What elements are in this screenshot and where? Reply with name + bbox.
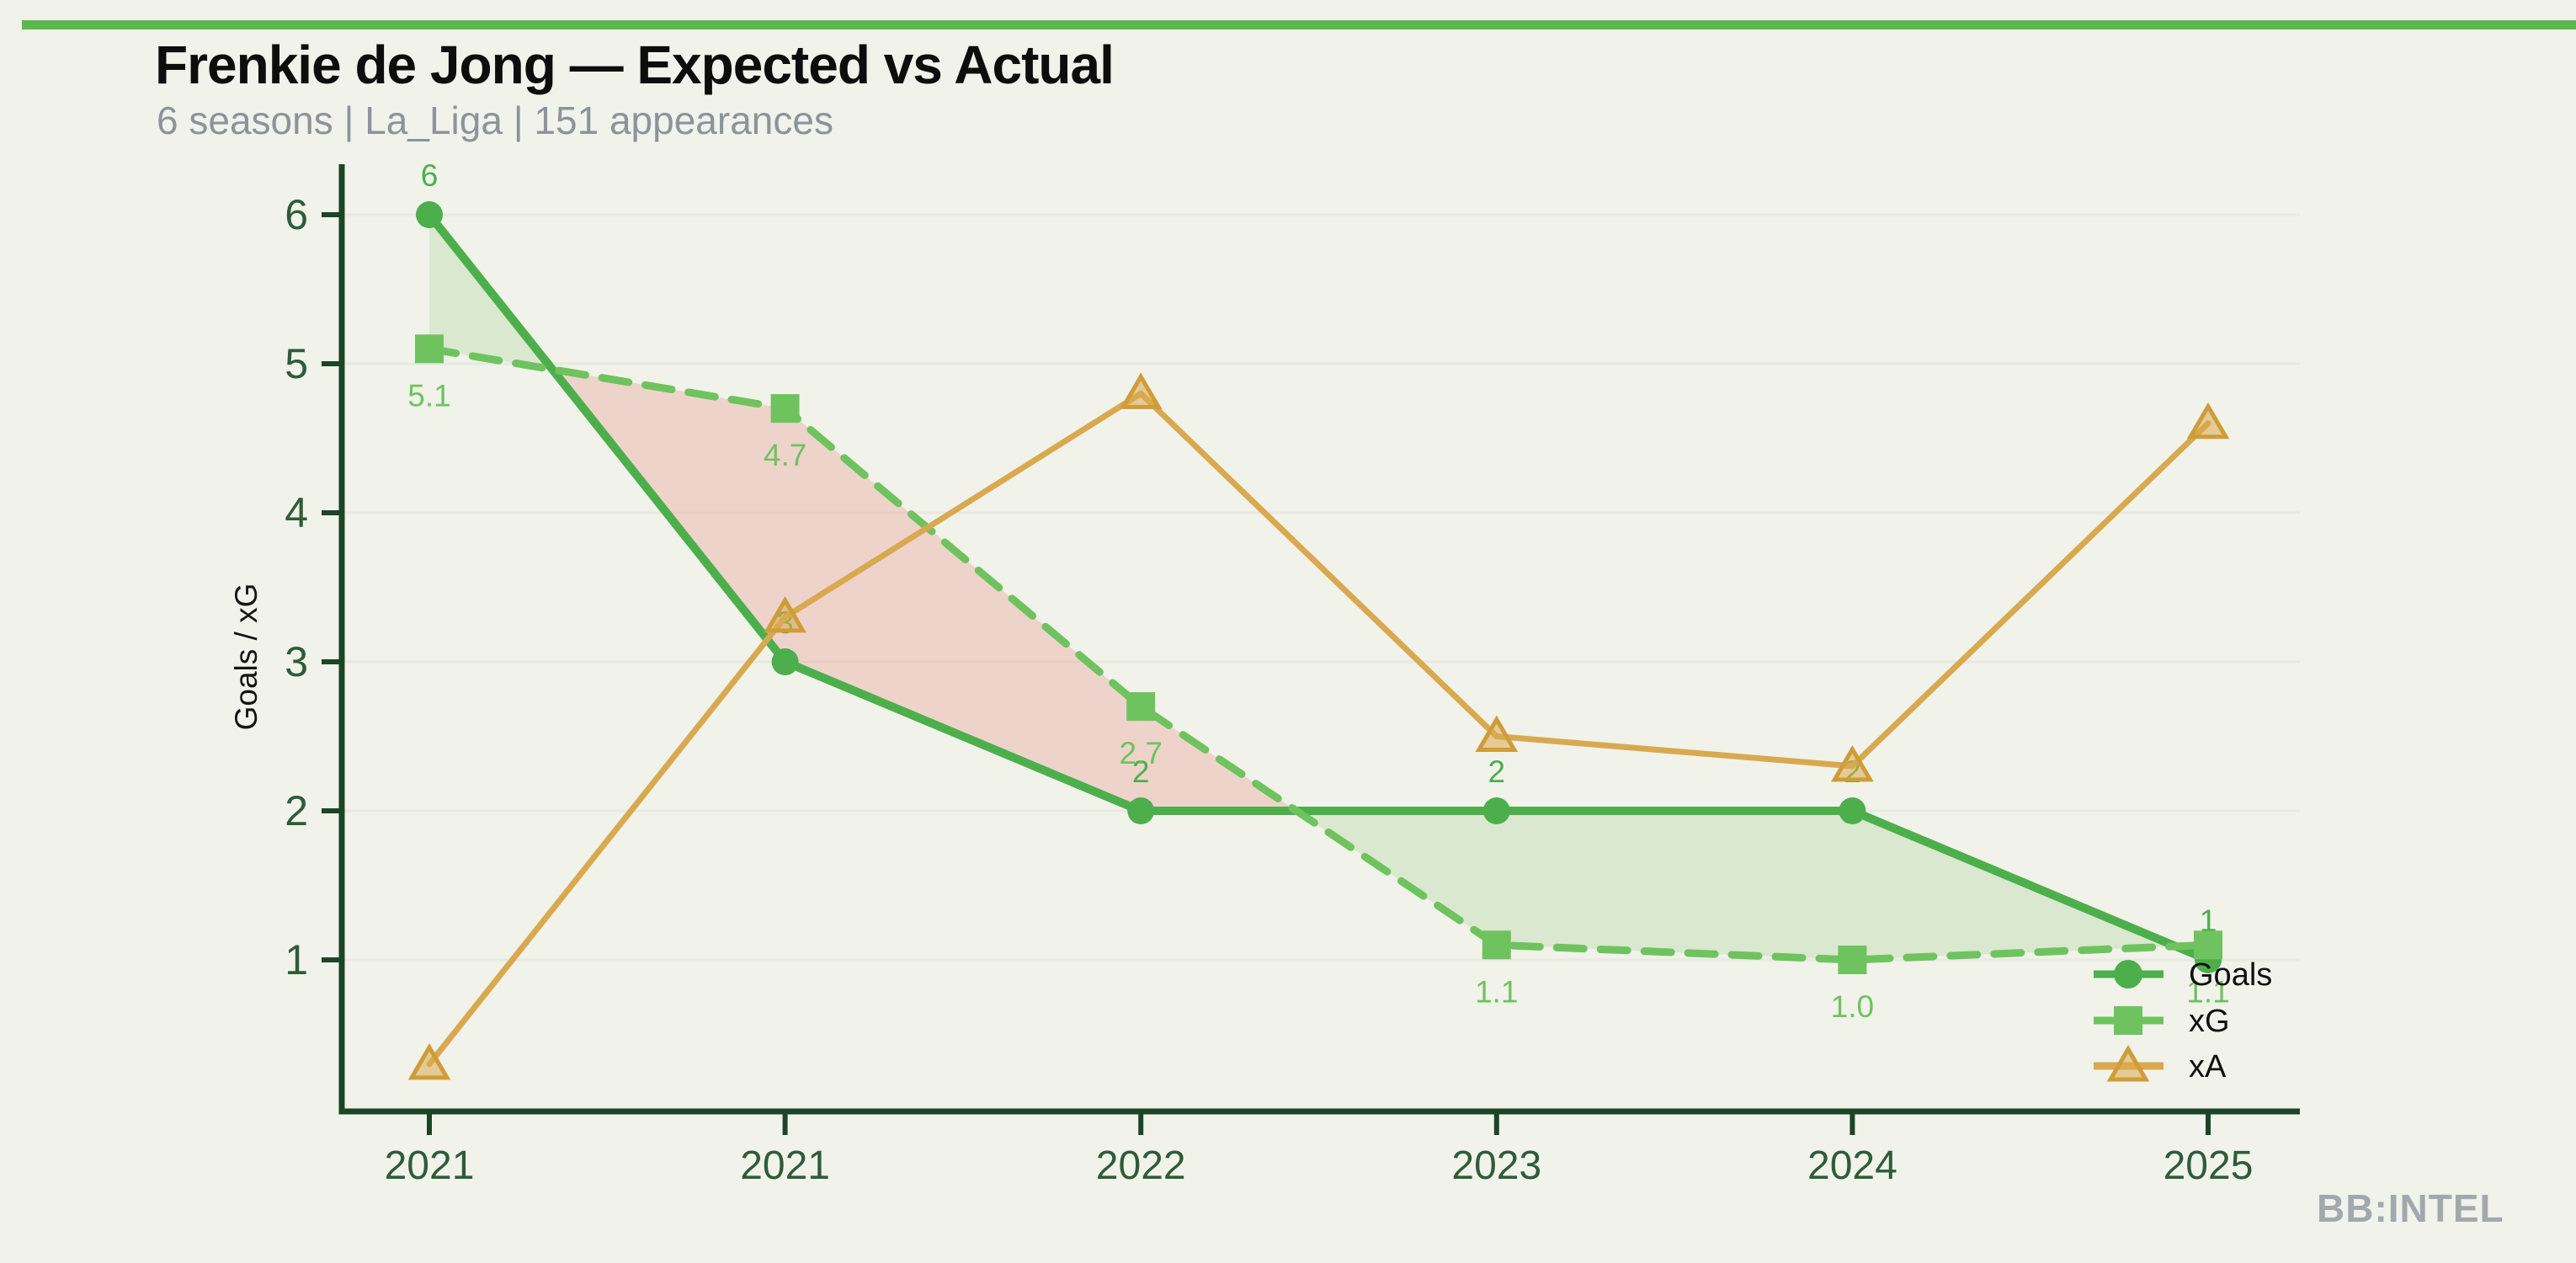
- xa-marker: [1831, 744, 1874, 782]
- legend-item-xg: xG: [2094, 1004, 2230, 1039]
- xa-marker: [1119, 372, 1163, 409]
- page-title: Frenkie de Jong — Expected vs Actual: [155, 35, 1115, 95]
- xg-markers: [415, 334, 2222, 974]
- xg-marker: [1126, 692, 1156, 722]
- goals-point-label: 6: [421, 158, 439, 193]
- y-tick-label: 1: [285, 936, 308, 983]
- goals-line: [425, 210, 2212, 964]
- page-subtitle: 6 seasons | La_Liga | 151 appearances: [157, 99, 833, 142]
- brand-watermark: BB:INTEL: [2317, 1186, 2504, 1230]
- xg-marker: [2194, 930, 2222, 960]
- accent-bar: [22, 20, 2576, 29]
- goals-point-label: 2: [1132, 754, 1150, 789]
- legend-square-marker-icon: [2114, 1006, 2142, 1035]
- axis-spines: [338, 164, 2300, 1115]
- xg-point-label: 1.1: [2186, 974, 2229, 1009]
- xa-marker: [1475, 715, 1519, 752]
- legend-item-goals: Goals: [2094, 957, 2272, 993]
- goals-point-label: 1: [2200, 903, 2217, 938]
- xg-marker: [415, 334, 444, 364]
- gridlines: [342, 215, 2300, 960]
- underperform-fill: [785, 408, 1142, 811]
- goals-marker: [416, 201, 443, 228]
- xg-point-label: 2.7: [1119, 736, 1162, 770]
- goals-marker: [1839, 797, 1866, 824]
- xg-marker: [770, 394, 800, 424]
- xg-line: [425, 344, 2212, 964]
- goals-marker: [771, 648, 799, 675]
- overperform-fill: [1496, 811, 1853, 960]
- y-tick-label: 6: [285, 191, 308, 238]
- xg-point-label: 4.7: [764, 438, 806, 472]
- x-tick-label: 2025: [2164, 1143, 2254, 1188]
- x-tick-label: 2021: [385, 1143, 475, 1188]
- goals-marker: [1127, 797, 1155, 824]
- axes: [338, 164, 2300, 1115]
- legend-label: xA: [2189, 1049, 2227, 1084]
- y-tick-label: 3: [285, 638, 308, 685]
- goals-point-label: 2: [1488, 754, 1506, 789]
- xg-point-label: 1.0: [1831, 989, 1874, 1024]
- legend-item-xa: xA: [2094, 1045, 2227, 1084]
- legend-label: Goals: [2189, 957, 2272, 993]
- legend-label: xG: [2189, 1004, 2230, 1039]
- goals-marker: [1482, 797, 1510, 824]
- xa-marker: [764, 595, 806, 633]
- xa-marker: [2186, 402, 2230, 440]
- y-tick-label: 5: [285, 340, 308, 387]
- xg-marker: [1482, 930, 1511, 960]
- y-tick-label: 2: [285, 787, 308, 834]
- legend: Goals xG xA: [2094, 957, 2272, 1084]
- y-axis-label: Goals / xG: [229, 584, 263, 731]
- x-tick-label: 2024: [1807, 1143, 1897, 1188]
- xg-marker: [1838, 946, 1867, 974]
- xa-line: [426, 390, 2211, 1068]
- overperform-fill: [1296, 811, 1497, 946]
- xa-marker: [407, 1042, 451, 1080]
- xa-markers: [407, 372, 2230, 1080]
- x-tick-label: 2021: [740, 1143, 830, 1188]
- legend-circle-marker-icon: [2114, 960, 2142, 989]
- x-axis: 2021 2021 2022 2023 2024 2025: [385, 1111, 2254, 1188]
- xg-point-label: 1.1: [1475, 974, 1518, 1009]
- y-tick-label: 4: [285, 489, 308, 536]
- x-tick-label: 2022: [1096, 1143, 1186, 1188]
- legend-triangle-marker-icon: [2106, 1045, 2150, 1082]
- xg-point-label: 5.1: [407, 378, 450, 413]
- x-tick-label: 2023: [1451, 1143, 1541, 1188]
- y-axis: 1 2 3 4 5 6 Goals / xG: [229, 191, 342, 983]
